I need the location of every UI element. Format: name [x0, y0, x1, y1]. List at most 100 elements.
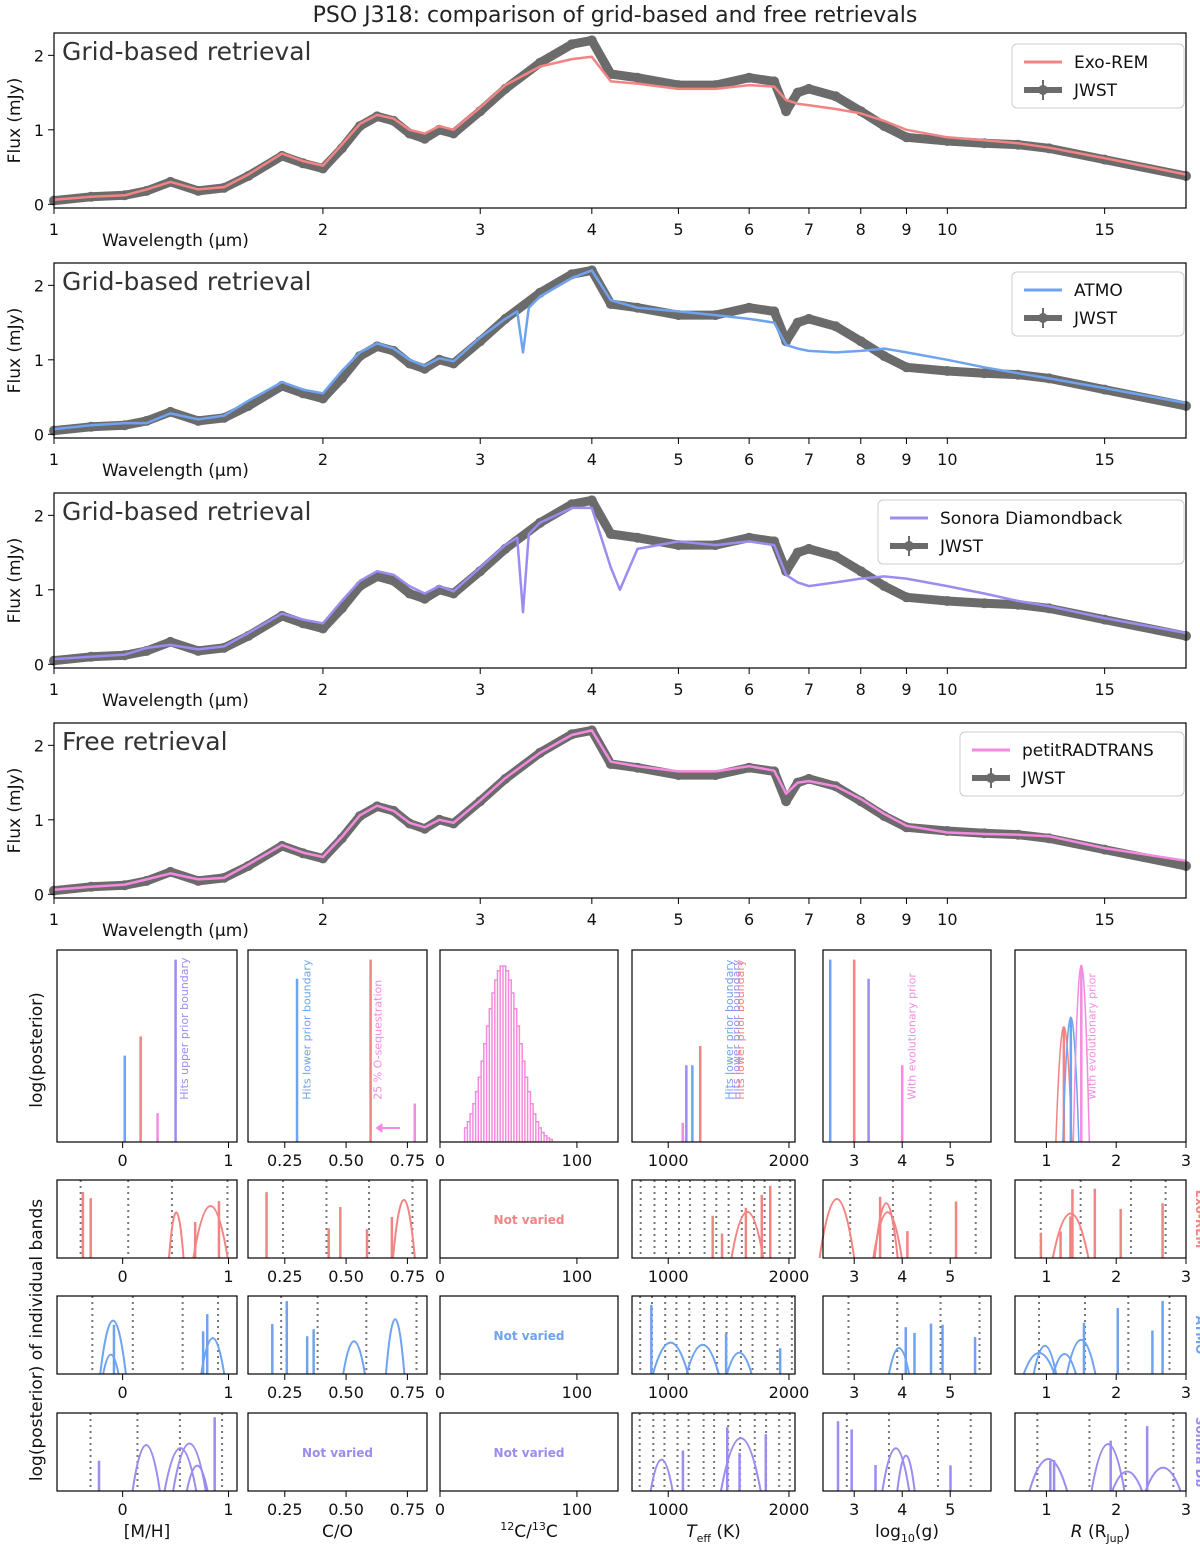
posterior-cell: 0 100 — [435, 949, 619, 1170]
x-axis-label: Wavelength (µm) — [102, 231, 249, 251]
x-tick-label: 0.25 — [267, 1267, 303, 1286]
x-tick-label: 10 — [937, 680, 957, 699]
x-tick-label: 1 — [49, 680, 59, 699]
x-tick-label: 3 — [475, 910, 485, 929]
x-tick-label: 4 — [587, 450, 597, 469]
label-part: T — [686, 1522, 698, 1542]
x-tick-label: 10 — [937, 450, 957, 469]
cell-frame — [822, 949, 992, 1143]
band-arc — [172, 1442, 207, 1492]
label-part: Jup — [1105, 1532, 1123, 1545]
x-tick-label: 15 — [1094, 910, 1114, 929]
x-tick-label: 1 — [1041, 1267, 1051, 1286]
label-part: 10 — [901, 1532, 915, 1545]
data-point-jwst — [781, 796, 792, 807]
data-point-jwst — [566, 39, 577, 50]
x-tick-label: 10 — [937, 910, 957, 929]
posterior-cell: 3 4 5 — [822, 1412, 992, 1519]
cell-frame — [631, 1179, 796, 1259]
label-part: 12 — [500, 1520, 514, 1533]
data-point-jwst — [404, 588, 415, 599]
x-tick-label: 4 — [897, 1500, 907, 1519]
x-tick-label: 2000 — [769, 1500, 810, 1519]
data-point-jwst — [744, 762, 755, 773]
posterior-cell: Not varied 0.25 0.50 0.75 — [247, 1412, 428, 1519]
y-tick-label: 2 — [34, 46, 44, 65]
band-arc — [1052, 1352, 1077, 1375]
posterior-cell: 0.25 0.50 0.75 — [247, 1295, 428, 1402]
data-point-jwst — [792, 87, 803, 98]
posterior-cell: Not varied 0 100 — [435, 1179, 619, 1286]
data-point-jwst — [372, 111, 383, 122]
data-point-jwst — [744, 532, 755, 543]
x-tick-label: 15 — [1094, 220, 1114, 239]
label-part: eff — [697, 1532, 712, 1545]
x-tick-label: 10 — [937, 220, 957, 239]
cell-frame — [247, 1295, 428, 1375]
x-tick-label: 4 — [897, 1267, 907, 1286]
x-tick-label: 0 — [118, 1267, 128, 1286]
x-tick-label: 2 — [318, 220, 328, 239]
band-arc — [1065, 1339, 1097, 1375]
data-point-jwst — [781, 106, 792, 117]
x-tick-label: 1000 — [648, 1151, 689, 1170]
band-arc — [730, 1210, 765, 1259]
band-arc — [649, 1458, 674, 1492]
legend — [877, 499, 1185, 565]
posterior-xlabel: [M/H] — [124, 1522, 170, 1542]
x-tick-label: 0.50 — [328, 1383, 364, 1402]
band-arc — [719, 1437, 762, 1492]
y-axis-label: Flux (mJy) — [5, 768, 25, 854]
x-tick-label: 0.50 — [328, 1151, 364, 1170]
band-arc — [1022, 1352, 1056, 1375]
band-arc — [192, 1205, 229, 1259]
x-tick-label: 0 — [118, 1151, 128, 1170]
y-tick-label: 0 — [34, 885, 44, 904]
legend — [959, 731, 1185, 797]
x-tick-label: 3 — [1181, 1151, 1191, 1170]
y-tick-label: 2 — [34, 736, 44, 755]
band-arc — [168, 1211, 185, 1259]
posterior-cell: 0.25 0.50 0.75 — [247, 1179, 428, 1286]
data-point-jwst — [901, 592, 912, 603]
x-tick-label: 3 — [1181, 1383, 1191, 1402]
y-tick-label: 1 — [34, 811, 44, 830]
x-tick-label: 0 — [435, 1151, 445, 1170]
plot-frame — [53, 492, 1187, 669]
band-arc — [102, 1353, 120, 1375]
x-tick-label: 4 — [587, 220, 597, 239]
legend-entry: Sonora Diamondback — [940, 509, 1122, 529]
x-tick-label: 3 — [1181, 1267, 1191, 1286]
x-tick-label: 1 — [49, 910, 59, 929]
label-part: C/ — [514, 1522, 532, 1542]
annotation: Hits lower prior boundary — [723, 959, 736, 1100]
data-point-jwst — [855, 336, 866, 347]
row-label-bands: log(posterior) of individual bands — [27, 1199, 47, 1481]
data-point-jwst — [744, 72, 755, 83]
cell-frame — [1014, 1295, 1187, 1375]
x-tick-label: 0 — [435, 1383, 445, 1402]
row-label-top: log(posterior) — [27, 992, 47, 1107]
y-tick-label: 2 — [34, 506, 44, 525]
x-tick-label: 3 — [475, 450, 485, 469]
x-tick-label: 100 — [562, 1267, 593, 1286]
posterior-cell: 3 4 5 — [818, 1179, 992, 1286]
data-point-jwst — [193, 645, 204, 656]
x-tick-label: 0.50 — [328, 1500, 364, 1519]
x-axis-label: Wavelength (µm) — [102, 461, 249, 481]
annotation: Hits upper prior boundary — [178, 957, 191, 1100]
posterior-xlabel: Teff (K) — [686, 1522, 741, 1545]
x-tick-label: 0 — [435, 1500, 445, 1519]
x-tick-label: 3 — [475, 220, 485, 239]
x-tick-label: 3 — [849, 1500, 859, 1519]
x-tick-label: 100 — [562, 1500, 593, 1519]
data-point-jwst — [605, 529, 616, 539]
x-tick-label: 1 — [1041, 1500, 1051, 1519]
cell-frame — [439, 1412, 619, 1492]
posterior-cell: ATMO 1 2 3 — [1014, 1295, 1200, 1402]
posterior-cell: Exo-REM 1 2 3 — [1014, 1179, 1200, 1286]
